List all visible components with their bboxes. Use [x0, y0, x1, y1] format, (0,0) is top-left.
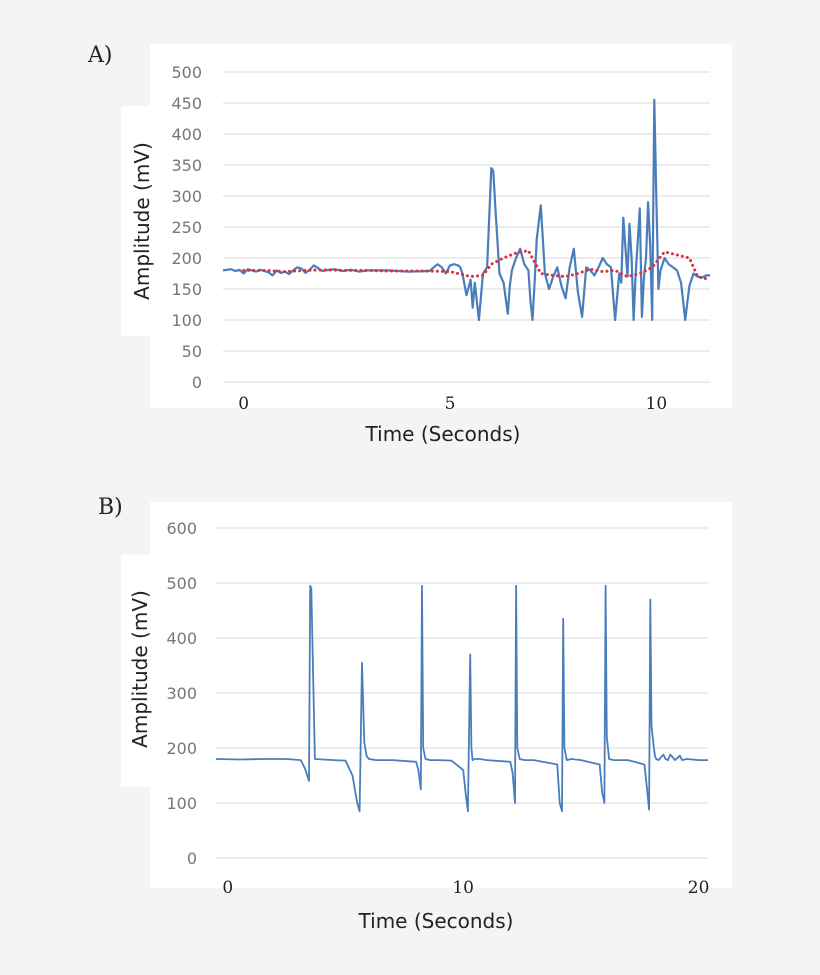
y-tick-label-b-4: 400 — [166, 629, 197, 648]
y-tick-label-a-7: 350 — [171, 156, 202, 175]
plot-background-a — [150, 44, 732, 408]
x-tick-label-a-0: 0 — [238, 394, 249, 414]
x-axis-title-a: Time (Seconds) — [365, 422, 521, 446]
y-tick-label-a-1: 50 — [182, 342, 202, 361]
y-axis-title-b: Amplitude (mV) — [128, 590, 152, 748]
y-tick-label-a-5: 250 — [171, 218, 202, 237]
ylabel-background-b — [121, 555, 157, 787]
y-tick-labels-b: 0 100 200 300 400 500 600 — [166, 519, 197, 868]
y-axis-title-a: Amplitude (mV) — [130, 142, 154, 300]
x-tick-labels-b: 0 10 20 — [222, 878, 709, 898]
x-tick-label-b-1: 10 — [452, 878, 474, 898]
y-tick-label-b-5: 500 — [166, 574, 197, 593]
chart-panel-b: B) 0 100 200 300 400 500 600 0 10 20 Time (Secon… — [98, 495, 732, 933]
x-tick-label-b-2: 20 — [688, 878, 710, 898]
plot-background-b — [150, 502, 732, 888]
series-group-b — [215, 584, 708, 813]
y-tick-label-a-6: 300 — [171, 187, 202, 206]
panel-label-b: B) — [98, 495, 123, 520]
chart-panel-a: A) 0 50 100 150 200 250 300 350 400 450 500 0 5 10 T… — [87, 43, 732, 446]
panel-label-a: A) — [87, 43, 112, 68]
grid-b — [216, 527, 708, 859]
raw-series-line-b — [215, 584, 708, 813]
y-tick-label-b-1: 100 — [166, 794, 197, 813]
y-tick-label-a-0: 0 — [192, 373, 202, 392]
y-tick-labels-a: 0 50 100 150 200 250 300 350 400 450 500 — [171, 63, 202, 392]
x-axis-title-b: Time (Seconds) — [358, 909, 514, 933]
y-tick-label-b-6: 600 — [166, 519, 197, 538]
grid-a — [223, 71, 710, 383]
y-tick-label-a-9: 450 — [171, 94, 202, 113]
filtered-series-line-a — [242, 249, 712, 282]
y-tick-label-a-8: 400 — [171, 125, 202, 144]
x-tick-label-a-2: 10 — [646, 394, 668, 414]
y-tick-label-b-0: 0 — [187, 849, 197, 868]
y-tick-label-a-3: 150 — [171, 280, 202, 299]
raw-series-line-a — [222, 98, 710, 322]
x-tick-labels-a: 0 5 10 — [238, 394, 667, 414]
y-tick-label-a-10: 500 — [171, 63, 202, 82]
x-tick-label-b-0: 0 — [222, 878, 233, 898]
x-tick-label-a-1: 5 — [445, 394, 456, 414]
y-tick-label-b-3: 300 — [166, 684, 197, 703]
y-tick-label-a-2: 100 — [171, 311, 202, 330]
ylabel-background-a — [121, 106, 157, 336]
y-tick-label-b-2: 200 — [166, 739, 197, 758]
y-tick-label-a-4: 200 — [171, 249, 202, 268]
series-group-a — [222, 98, 712, 322]
